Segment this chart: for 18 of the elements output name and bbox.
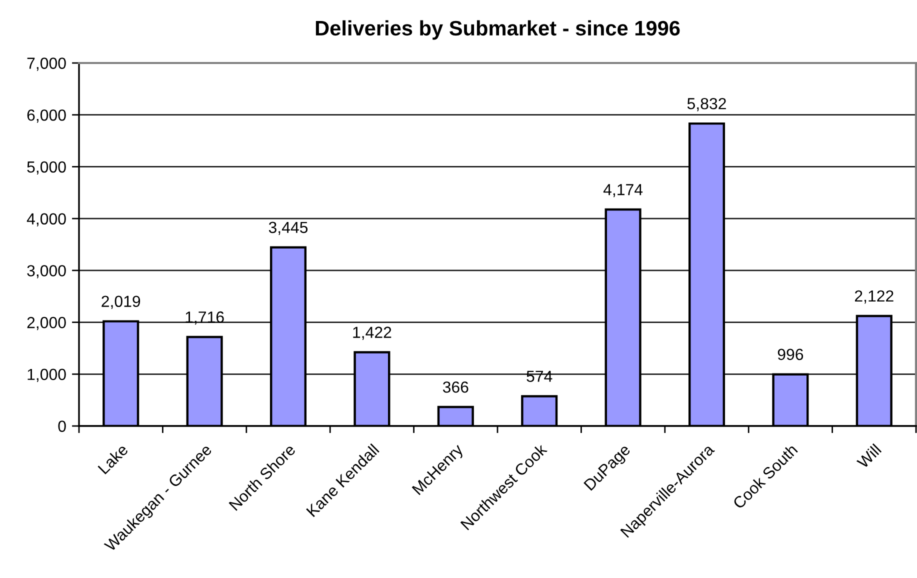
y-tick-label: 4,000	[26, 213, 66, 226]
y-tick-label: 1,000	[28, 368, 66, 382]
y-tick-label: 6,000	[27, 109, 66, 123]
data-label: 4,174	[603, 184, 643, 198]
data-label: 1,422	[353, 326, 392, 340]
y-tick-label: 7,000	[27, 58, 66, 71]
y-tick-label: 2,000	[27, 316, 66, 330]
y-tick-label: 5,000	[27, 161, 66, 175]
data-label: 5,832	[687, 98, 726, 112]
y-tick-label: 0	[58, 420, 66, 432]
data-label: 2,122	[854, 290, 894, 304]
y-tick-label: 3,000	[27, 265, 66, 278]
data-label: 996	[778, 348, 804, 360]
x-tick-label: Will	[856, 443, 882, 469]
data-label: 366	[442, 381, 468, 393]
chart-title: Deliveries by Submarket - since 1996	[316, 20, 680, 40]
data-label: 3,445	[268, 222, 308, 235]
data-label: 2,019	[102, 296, 140, 309]
